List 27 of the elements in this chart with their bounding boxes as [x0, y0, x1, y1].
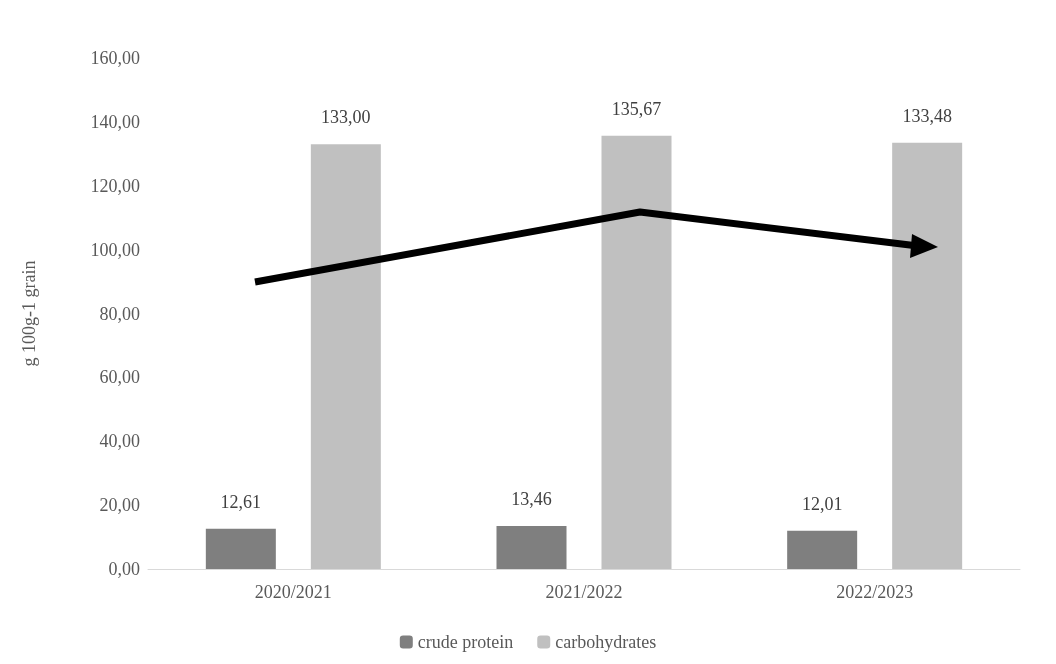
data-label: 135,67 — [611, 98, 662, 119]
data-label: 12,61 — [220, 491, 262, 512]
y-axis-title: g 100g-1 grain — [19, 260, 39, 367]
bar — [787, 530, 858, 569]
y-tick-label: 140,00 — [90, 111, 140, 132]
y-tick-label: 20,00 — [99, 495, 140, 516]
data-label: 13,46 — [511, 489, 552, 510]
y-tick-label: 0,00 — [108, 559, 140, 579]
y-tick-label: 120,00 — [90, 175, 140, 196]
data-label: 133,48 — [902, 105, 952, 126]
y-tick-label: 100,00 — [90, 239, 140, 260]
y-tick-label: 60,00 — [99, 367, 140, 388]
y-tick-label: 80,00 — [99, 303, 140, 324]
y-tick-label: 160,00 — [90, 48, 140, 68]
data-label: 12,01 — [801, 493, 843, 514]
y-tick-label: 40,00 — [99, 431, 140, 452]
bar — [892, 142, 963, 569]
bar — [601, 135, 672, 569]
x-tick-label: 2022/2023 — [836, 582, 914, 602]
bar — [496, 526, 567, 569]
legend-label: carbohydrates — [555, 632, 657, 652]
data-label: 133,00 — [321, 107, 371, 128]
legend-label: crude protein — [417, 632, 514, 652]
bar — [205, 528, 276, 569]
bar — [310, 144, 381, 569]
x-tick-label: 2020/2021 — [254, 582, 332, 602]
x-tick-label: 2021/2022 — [545, 582, 623, 602]
